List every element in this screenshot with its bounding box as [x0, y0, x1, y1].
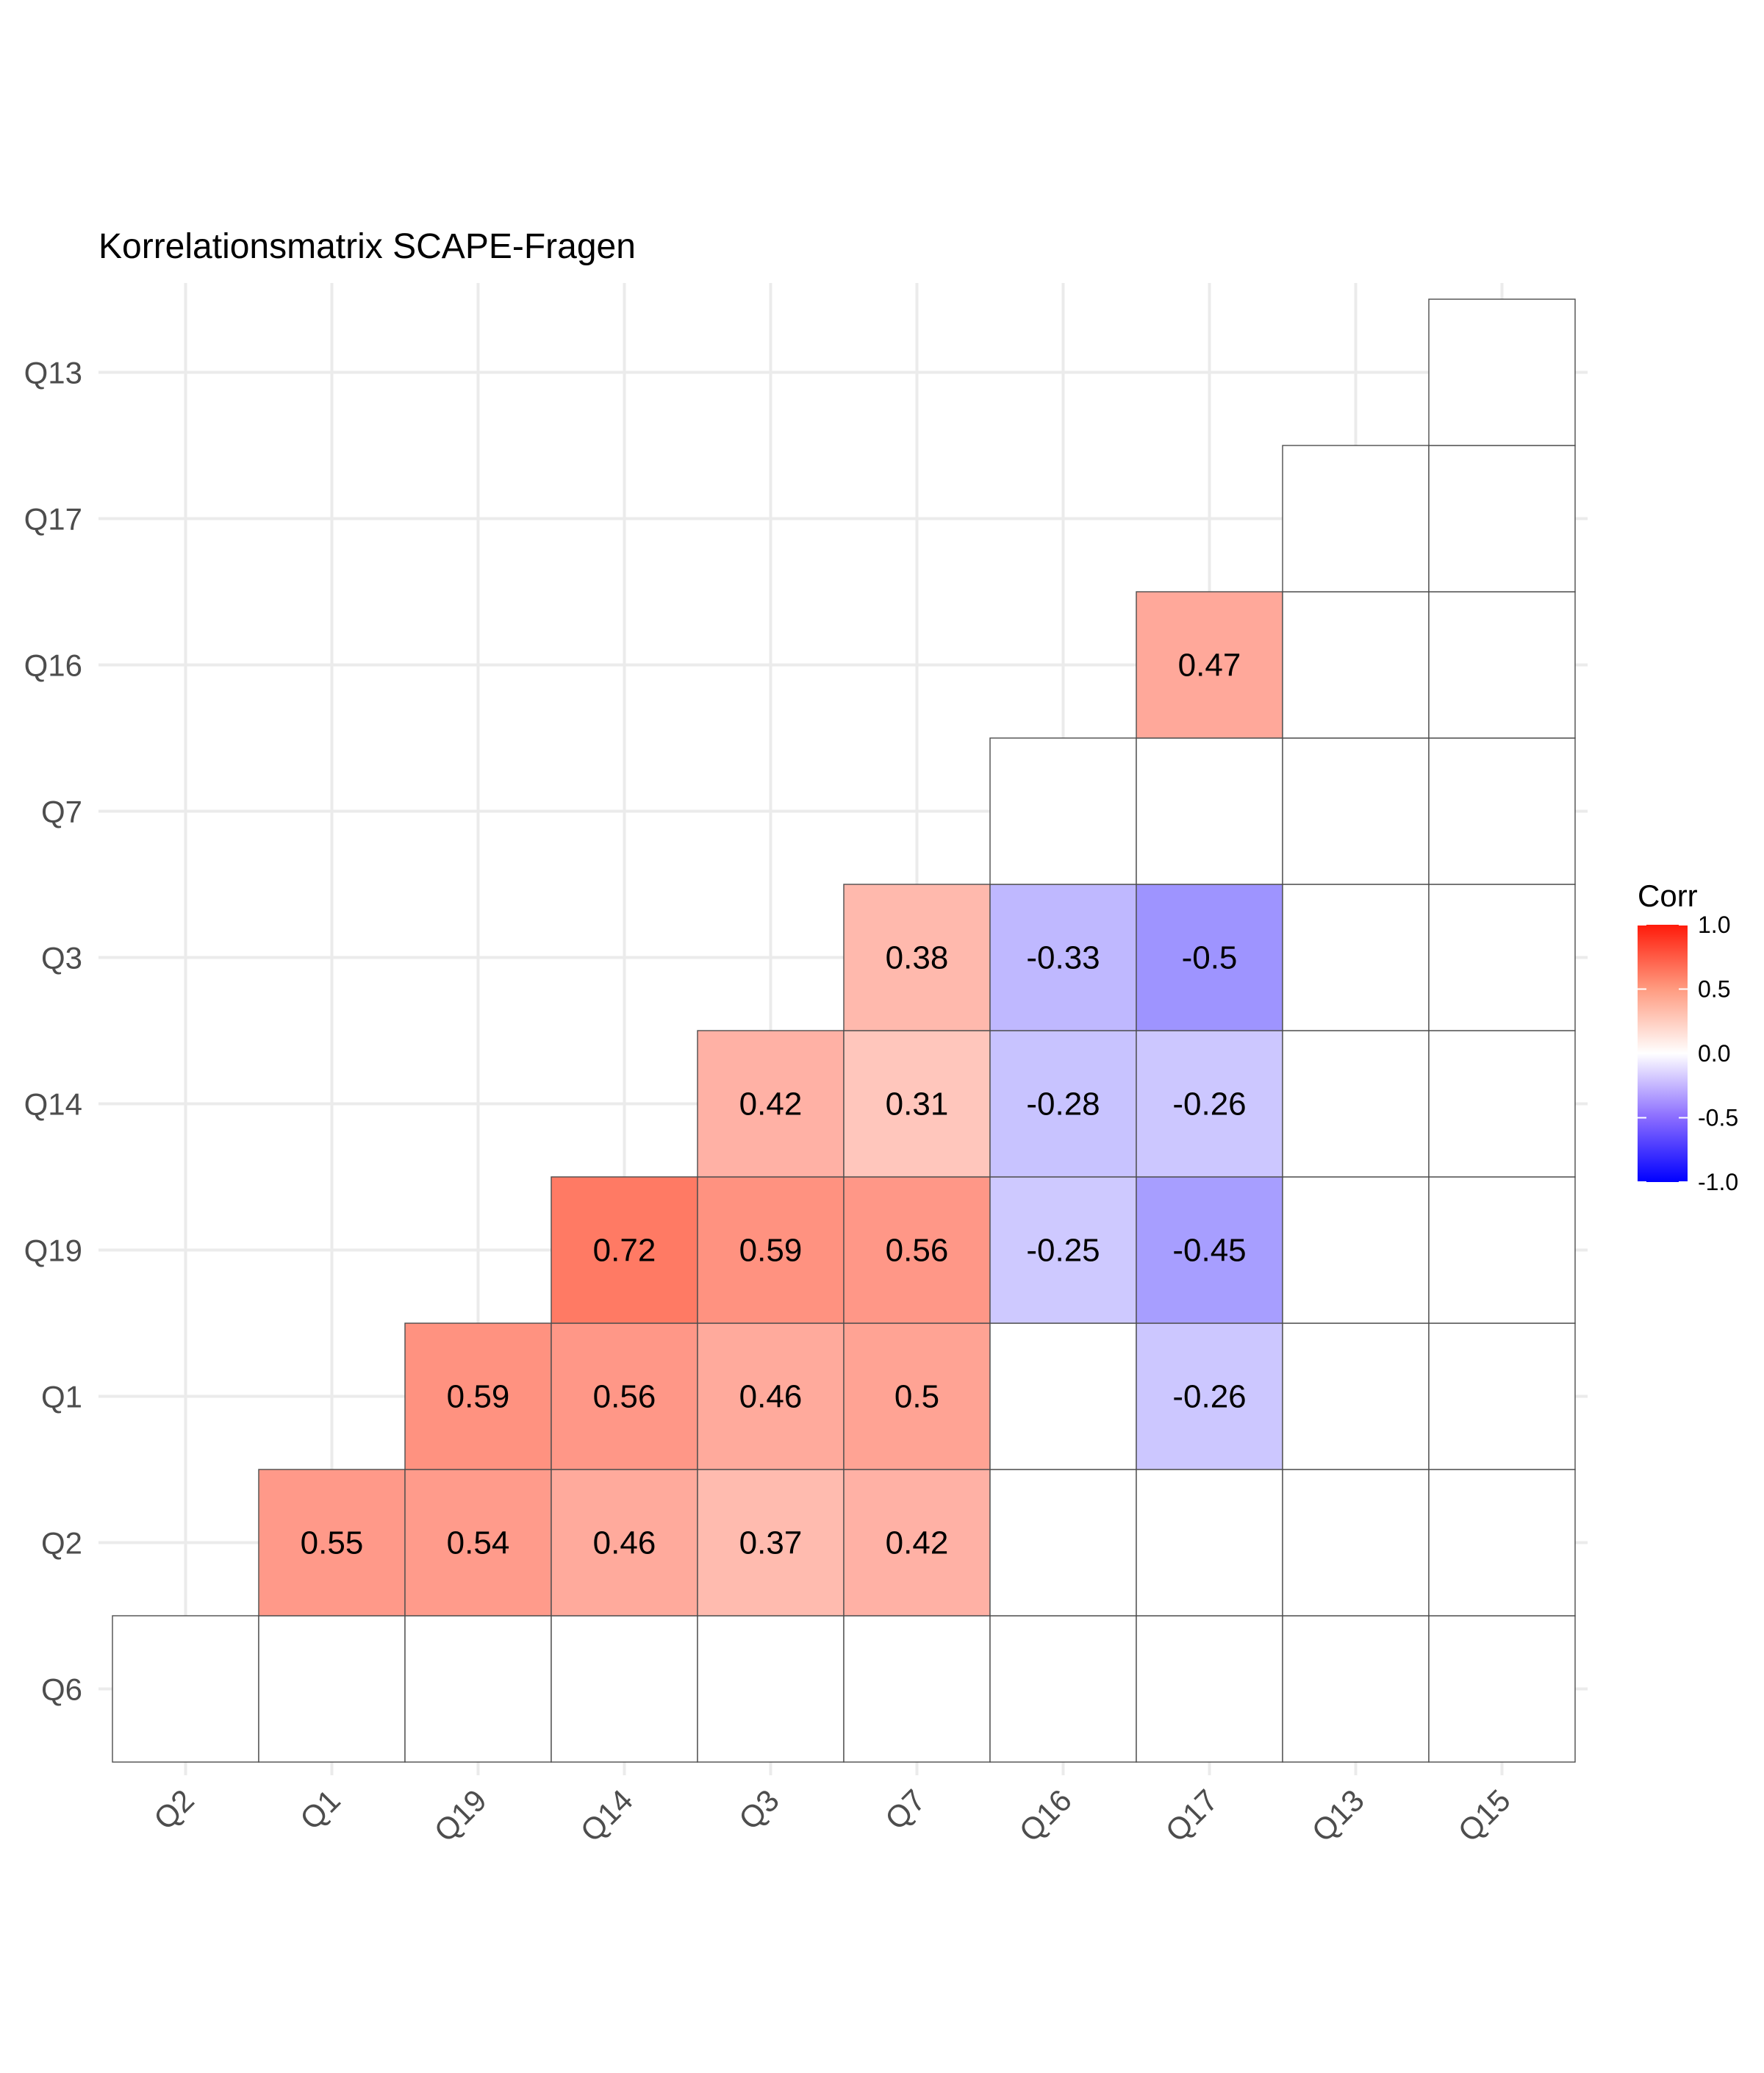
heatmap-cell [1282, 737, 1430, 885]
cell-value-label: 0.5 [894, 1379, 939, 1415]
heatmap-cell [697, 1322, 845, 1470]
heatmap-cell [1428, 1030, 1576, 1178]
heatmap-cell [843, 1176, 991, 1324]
heatmap-cell [1428, 1322, 1576, 1470]
heatmap-cell [697, 1469, 845, 1616]
heatmap-cell [989, 1322, 1137, 1470]
y-tick-label: Q14 [24, 1087, 82, 1122]
heatmap-cell [989, 1615, 1137, 1763]
heatmap-cell [843, 1322, 991, 1470]
legend-title: Corr [1638, 878, 1698, 913]
heatmap-cell [1282, 445, 1430, 592]
y-tick-label: Q2 [41, 1526, 82, 1561]
heatmap-cell [258, 1615, 406, 1763]
cell-value-label: -0.26 [1172, 1086, 1246, 1123]
legend-tick-label: 1.0 [1698, 912, 1730, 938]
heatmap-cell-labels: 0.55 0.54 0.46 0.37 0.42 0.59 0.56 0.46 0.5 -0.26… [301, 648, 1247, 1561]
heatmap-cell [1428, 591, 1576, 739]
heatmap-cell [1428, 737, 1576, 885]
heatmap-cell [1428, 884, 1576, 1031]
cell-value-label: 0.37 [739, 1525, 803, 1561]
heatmap-cell [1136, 884, 1283, 1031]
heatmap-cell [1136, 591, 1283, 739]
heatmap-cell [404, 1615, 552, 1763]
y-tick-label: Q7 [41, 795, 82, 829]
heatmap-cell [551, 1615, 698, 1763]
cell-value-label: -0.5 [1182, 940, 1238, 976]
cell-value-label: 0.46 [739, 1379, 803, 1415]
y-tick-label: Q1 [41, 1380, 82, 1414]
cell-value-label: 0.72 [593, 1233, 656, 1269]
heatmap-cell [1428, 1469, 1576, 1616]
heatmap-cell [1282, 1322, 1430, 1470]
heatmap-cell [843, 1615, 991, 1763]
heatmap-cell [1136, 1322, 1283, 1470]
heatmap-cells [112, 298, 1576, 1763]
heatmap-cell [989, 1176, 1137, 1324]
cell-value-label: 0.59 [739, 1233, 803, 1269]
heatmap-cell [989, 1469, 1137, 1616]
heatmap-cell [1282, 1615, 1430, 1763]
cell-value-label: -0.45 [1172, 1233, 1246, 1269]
y-tick-label: Q3 [41, 941, 82, 975]
legend: Corr 1.0 0.5 0.0 -0.5 -1.0 [1638, 878, 1738, 1195]
heatmap-cell [1428, 298, 1576, 446]
heatmap-cell [1282, 1030, 1430, 1178]
heatmap-cell [1282, 884, 1430, 1031]
y-axis: Q6 Q2 Q1 Q19 Q14 Q3 Q7 Q16 Q17 Q13 [24, 356, 82, 1707]
cell-value-label: 0.59 [447, 1379, 510, 1415]
heatmap-cell [1282, 1469, 1430, 1616]
legend-tick-label: -0.5 [1698, 1105, 1738, 1131]
cell-value-label: 0.46 [593, 1525, 656, 1561]
y-tick-label: Q19 [24, 1234, 82, 1268]
legend-tick-label: -1.0 [1698, 1169, 1738, 1195]
heatmap-cell [697, 1030, 845, 1178]
chart-title: Korrelationsmatrix SCAPE-Fragen [98, 227, 636, 266]
heatmap-cell [1136, 1176, 1283, 1324]
y-tick-label: Q13 [24, 356, 82, 390]
heatmap-cell [1282, 1176, 1430, 1324]
legend-ticks: 1.0 0.5 0.0 -0.5 -1.0 [1638, 912, 1738, 1195]
cell-value-label: 0.55 [301, 1525, 364, 1561]
y-tick-label: Q16 [24, 648, 82, 683]
heatmap-cell [1136, 1615, 1283, 1763]
cell-value-label: 0.42 [739, 1086, 803, 1123]
cell-value-label: 0.31 [886, 1086, 949, 1123]
heatmap-cell [258, 1469, 406, 1616]
cell-value-label: 0.56 [886, 1233, 949, 1269]
cell-value-label: -0.33 [1026, 940, 1100, 976]
y-tick-label: Q6 [41, 1672, 82, 1707]
heatmap-cell [697, 1615, 845, 1763]
heatmap-cell [1428, 445, 1576, 592]
cell-value-label: 0.38 [886, 940, 949, 976]
heatmap-cell [1282, 591, 1430, 739]
legend-tick-label: 0.0 [1698, 1040, 1730, 1067]
heatmap-cell [1136, 1469, 1283, 1616]
heatmap-cell [989, 737, 1137, 885]
cell-value-label: -0.25 [1026, 1233, 1100, 1269]
heatmap-cell [404, 1322, 552, 1470]
heatmap-cell [843, 1030, 991, 1178]
cell-value-label: -0.26 [1172, 1379, 1246, 1415]
heatmap-cell [551, 1469, 698, 1616]
y-tick-label: Q17 [24, 502, 82, 537]
legend-tick-label: 0.5 [1698, 976, 1730, 1003]
heatmap-cell [551, 1322, 698, 1470]
heatmap-cell [989, 884, 1137, 1031]
heatmap-cell [989, 1030, 1137, 1178]
heatmap-cell [1428, 1176, 1576, 1324]
cell-value-label: 0.42 [886, 1525, 949, 1561]
cell-value-label: -0.28 [1026, 1086, 1100, 1123]
cell-value-label: 0.47 [1178, 648, 1241, 684]
heatmap-cell [112, 1615, 259, 1763]
heatmap-cell [843, 884, 991, 1031]
heatmap-cell [1428, 1615, 1576, 1763]
cell-value-label: 0.54 [447, 1525, 510, 1561]
heatmap-cell [1136, 737, 1283, 885]
cell-value-label: 0.56 [593, 1379, 656, 1415]
heatmap-cell [1136, 1030, 1283, 1178]
